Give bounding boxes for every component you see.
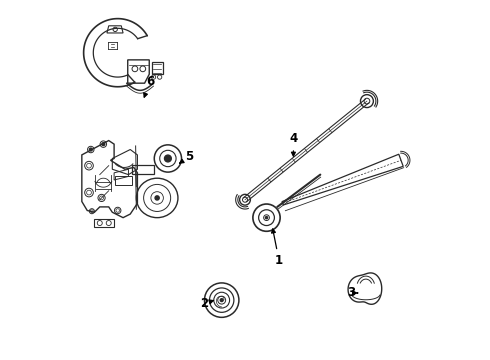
Text: 5: 5 <box>180 150 194 163</box>
Text: 3: 3 <box>347 287 358 300</box>
Circle shape <box>102 143 105 145</box>
Text: 6: 6 <box>144 75 154 97</box>
Circle shape <box>155 196 159 200</box>
Circle shape <box>165 155 172 162</box>
Text: 4: 4 <box>289 132 297 156</box>
Text: 2: 2 <box>200 297 214 310</box>
Circle shape <box>266 217 268 219</box>
Text: 1: 1 <box>271 229 283 267</box>
Circle shape <box>89 148 92 151</box>
Circle shape <box>220 299 223 302</box>
